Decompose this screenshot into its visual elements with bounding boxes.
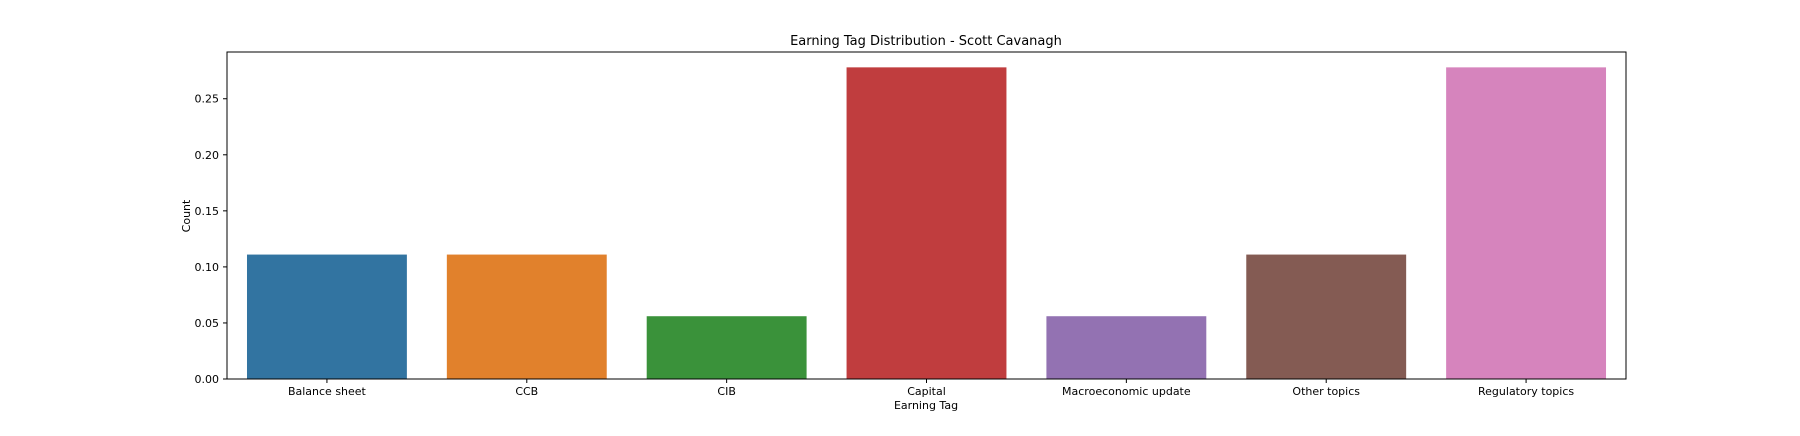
plot-frame: [226, 51, 1627, 380]
bar-macroeconomic-update: [1046, 316, 1207, 379]
x-axis: Balance sheet CCB CIB Capital Macroeconomic …: [288, 379, 1574, 398]
y-axis: 0.00 0.05 0.10 0.15 0.20 0.25: [195, 93, 227, 386]
x-tick-label: Other topics: [1292, 385, 1360, 398]
x-tick-label: Balance sheet: [288, 385, 367, 398]
x-axis-label: Earning Tag: [894, 399, 958, 412]
y-tick-label: 0.20: [195, 149, 220, 162]
x-tick-label: CIB: [717, 385, 735, 398]
y-tick-label: 0.10: [195, 261, 220, 274]
x-tick-label: Regulatory topics: [1478, 385, 1574, 398]
x-tick-label: CCB: [515, 385, 538, 398]
y-tick-label: 0.00: [195, 373, 220, 386]
x-tick-label: Capital: [907, 385, 946, 398]
y-tick-label: 0.25: [195, 93, 220, 106]
y-axis-label: Count: [180, 199, 193, 232]
bar-other-topics: [1246, 254, 1407, 379]
chart-title: Earning Tag Distribution - Scott Cavanag…: [790, 34, 1062, 49]
x-tick-label: Macroeconomic update: [1062, 385, 1191, 398]
bar-regulatory-topics: [1446, 67, 1607, 380]
bar-cib: [646, 316, 807, 379]
bar-capital: [846, 67, 1007, 380]
bar-ccb: [446, 254, 607, 379]
y-tick-label: 0.15: [195, 205, 220, 218]
bars-layer: [246, 67, 1607, 380]
bar-balance-sheet: [246, 254, 407, 379]
y-tick-label: 0.05: [195, 317, 220, 330]
